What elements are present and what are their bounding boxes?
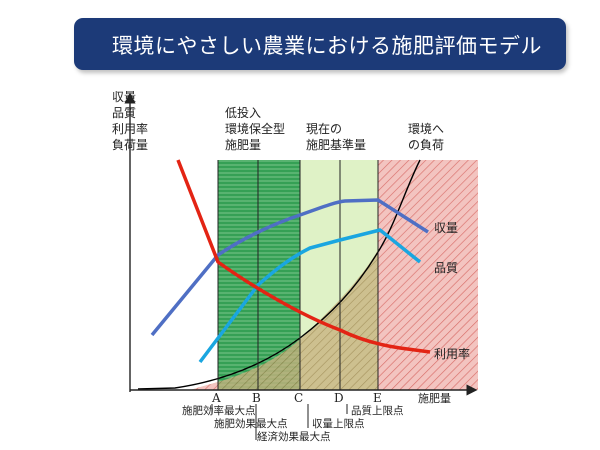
- point-C: C: [294, 391, 303, 405]
- point-E: E: [373, 391, 382, 405]
- utilization-curve: [176, 159, 431, 354]
- load-label-1: 環境へ: [408, 121, 444, 136]
- y-axis-label-2: 品質: [112, 105, 136, 120]
- x-axis-label: 施肥量: [418, 392, 451, 405]
- y-axis-label-3: 利用率: [112, 121, 148, 136]
- annotation-B2: 経済効果最大点: [257, 430, 331, 443]
- annotation-B: 施肥効果最大点: [214, 417, 288, 430]
- point-B: B: [252, 391, 261, 405]
- current-label-1: 現在の: [306, 122, 342, 136]
- load-label-2: の負荷: [408, 138, 444, 152]
- yield-curve: [150, 198, 429, 337]
- annotation-E: 品質上限点: [351, 404, 404, 417]
- y-axis-label-4: 負荷量: [112, 138, 148, 152]
- load-area-left: [160, 382, 218, 390]
- quality-label: 品質: [434, 260, 458, 275]
- utilization-label: 利用率: [434, 346, 470, 361]
- title-banner: [74, 18, 566, 70]
- point-D: D: [334, 391, 344, 405]
- annotation-A: 施肥効率最大点: [182, 404, 256, 417]
- low-input-label-1: 低投入: [225, 105, 261, 120]
- y-axis-label-1: 収量: [112, 90, 136, 104]
- low-input-label-3: 施肥量: [225, 138, 261, 152]
- low-input-label-2: 環境保全型: [225, 121, 285, 136]
- point-A: A: [211, 391, 221, 405]
- quality-curve: [198, 228, 422, 364]
- yield-label: 収量: [434, 221, 458, 235]
- environmental-load-curve: [137, 159, 421, 390]
- page-title: 環境にやさしい農業における施肥評価モデル: [112, 34, 542, 58]
- annotation-D: 収量上限点: [312, 418, 365, 430]
- load-area-under-curve: [190, 250, 378, 390]
- current-label-2: 施肥基準量: [306, 137, 366, 152]
